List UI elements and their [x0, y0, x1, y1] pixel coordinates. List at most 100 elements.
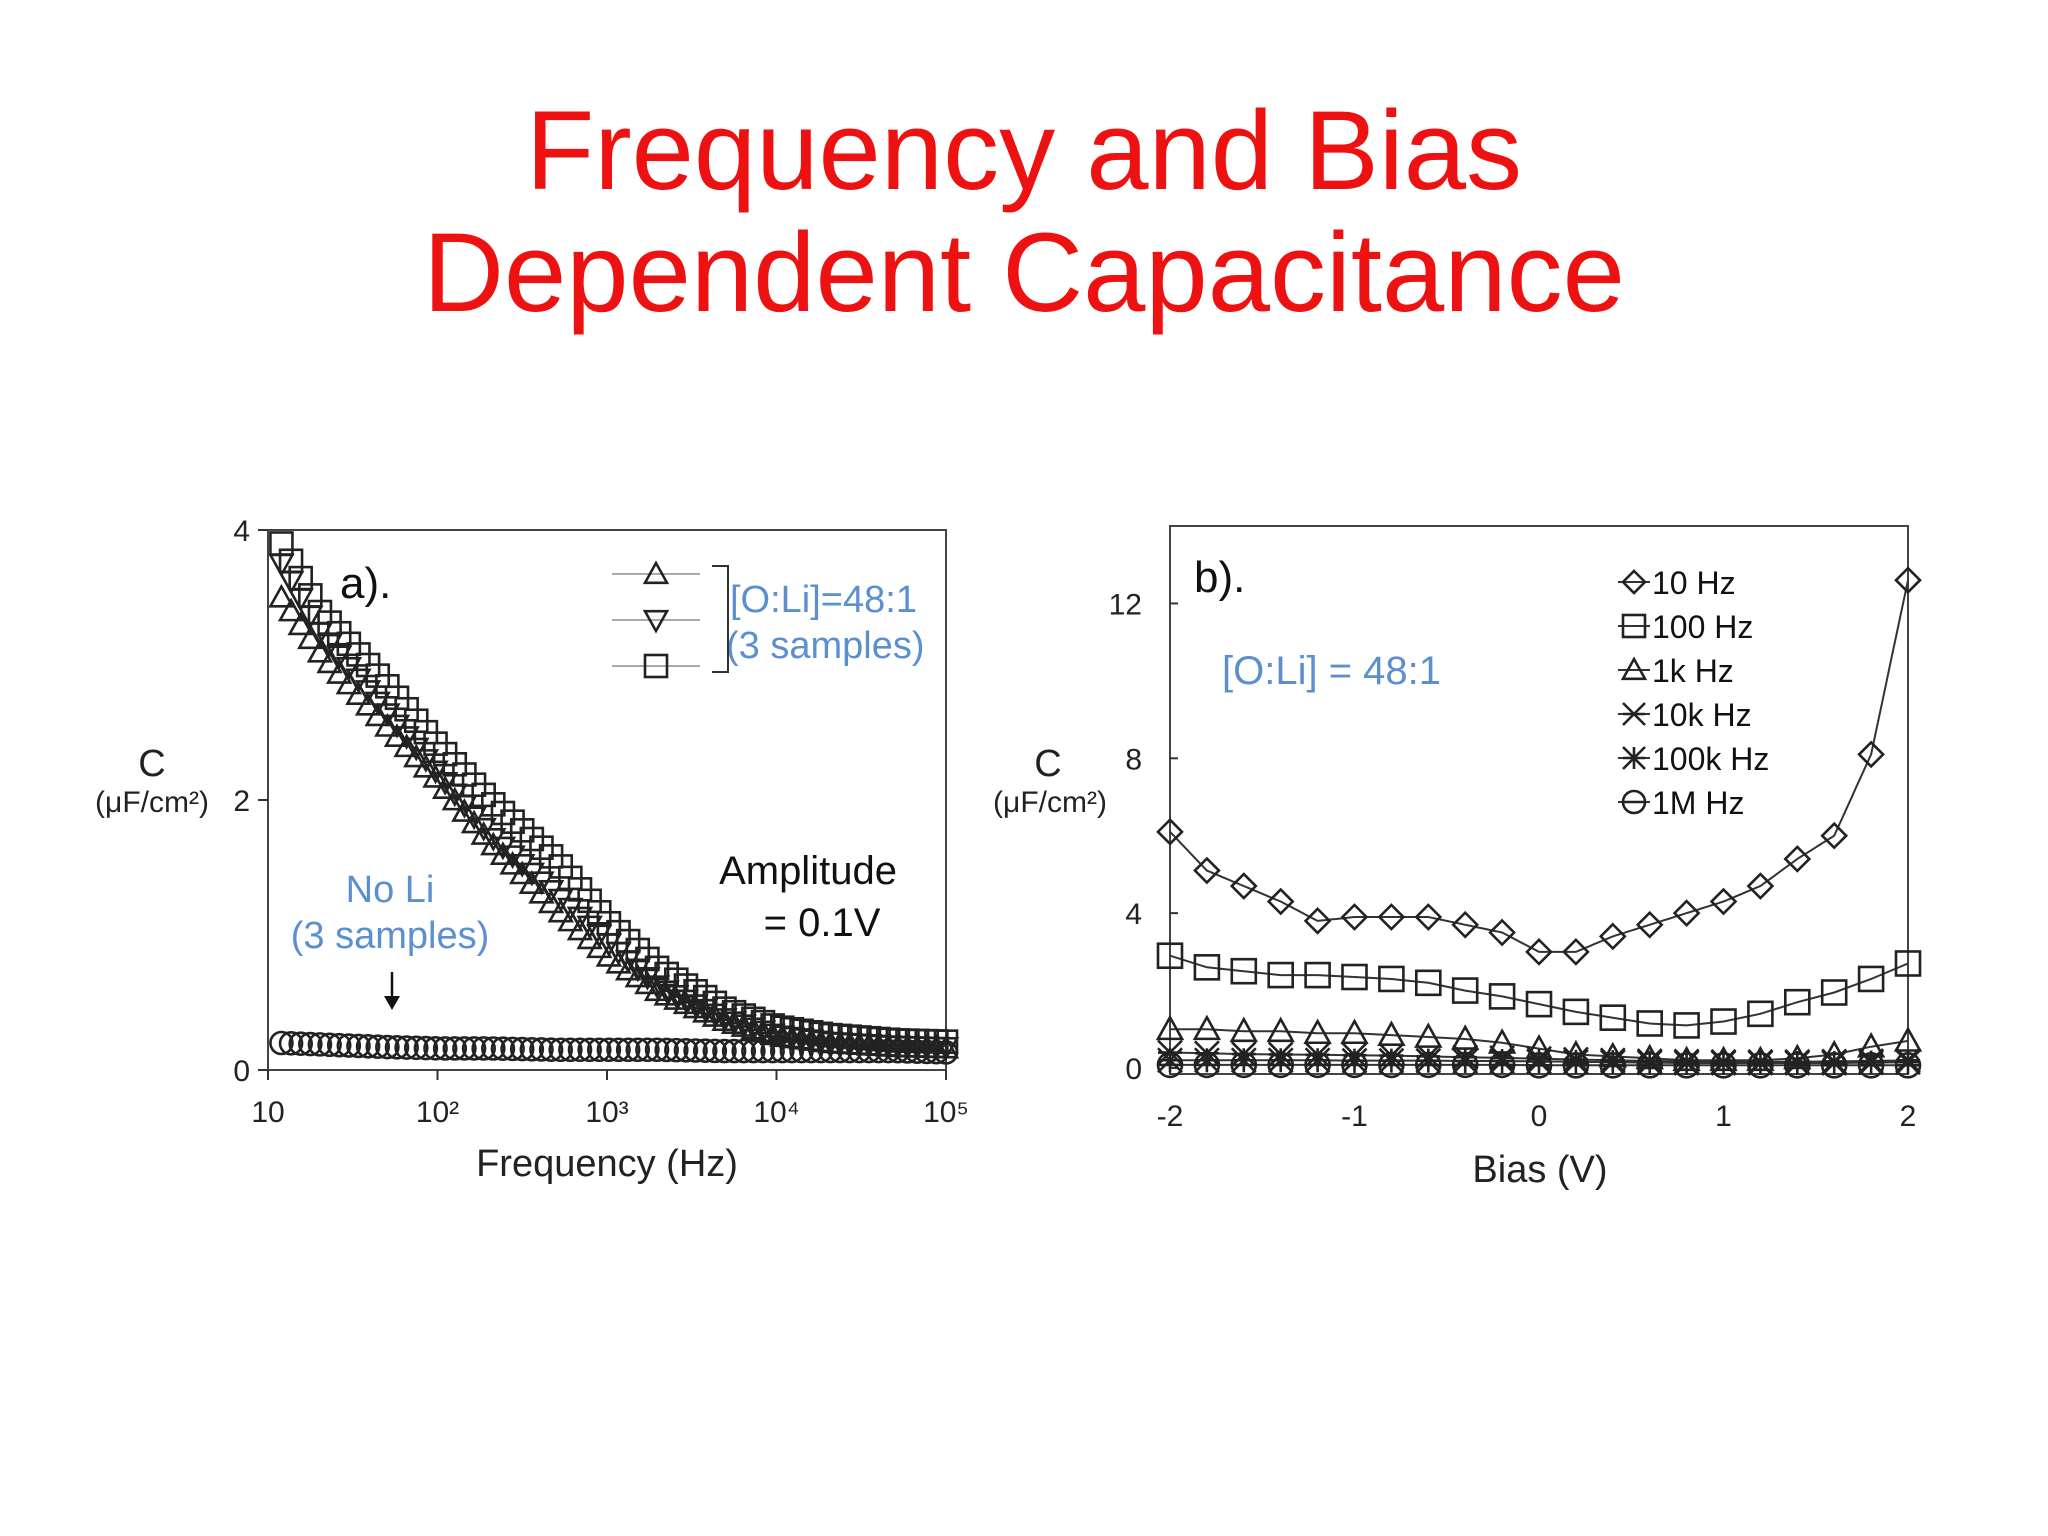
chart-a-point: [721, 1038, 747, 1064]
chart-a-point: [702, 1038, 728, 1064]
chart-a-point: [470, 821, 497, 845]
chart-a-point: [365, 1034, 391, 1060]
slide-title-line-1: Frequency and Bias: [525, 88, 1523, 213]
chart-a-point: [721, 999, 747, 1025]
chart-b-series-line: [1169, 579, 1909, 953]
chart-b-point: [1673, 1051, 1700, 1079]
chart-a-point: [654, 1037, 679, 1063]
chart-b-point: [1193, 856, 1221, 885]
chart-a-point: [298, 583, 323, 608]
chart-a-point: [500, 1036, 525, 1062]
chart-a-point: [760, 1038, 785, 1064]
chart-a-point: [316, 649, 343, 674]
chart-b-point: [1562, 1051, 1590, 1079]
chart-a-point: [644, 1037, 670, 1063]
chart-a-point: [847, 1038, 872, 1064]
chart-a-point: [731, 1003, 757, 1028]
chart-a-point: [422, 763, 449, 788]
chart-a-point: [278, 548, 304, 574]
chart-b-xtick-label: 2: [1900, 1100, 1917, 1133]
chart-a-point: [643, 975, 671, 1000]
chart-b-point: [1377, 903, 1406, 931]
chart-b-ylabel: C: [1034, 743, 1061, 785]
chart-a-point: [509, 860, 536, 885]
chart-a-point: [509, 818, 535, 843]
chart-a-legend-text-2: (3 samples): [726, 625, 925, 667]
chart-a-point: [808, 1038, 834, 1064]
chart-a-point: [354, 680, 382, 704]
chart-b-point: [1784, 988, 1811, 1016]
chart-b-legend-label: 1k Hz: [1652, 653, 1734, 689]
chart-a-point: [288, 1031, 313, 1056]
chart-a-point: [596, 1037, 622, 1063]
chart-a-point: [558, 1037, 583, 1063]
chart-a-point: [442, 1036, 468, 1061]
chart-b-point: [1636, 1051, 1663, 1079]
chart-b-legend-marker: [1621, 789, 1647, 815]
chart-b-point: [1710, 1008, 1737, 1035]
chart-b-point: [1377, 1020, 1406, 1046]
chart-b-point: [1415, 1051, 1442, 1079]
chart-a-point: [509, 1036, 535, 1062]
chart-b-point: [1488, 983, 1516, 1010]
chart-a-amplitude-line-2: = 0.1V: [764, 901, 881, 945]
chart-a-noli-line-1: No Li: [346, 869, 435, 911]
chart-a-point: [712, 1038, 737, 1064]
chart-a-point: [335, 656, 363, 681]
chart-a-point: [519, 826, 545, 852]
chart-a-point: [625, 1037, 651, 1063]
chart-a-ylabel-unit: (μF/cm²): [95, 786, 209, 819]
chart-a-point: [567, 1037, 593, 1063]
chart-b-point: [1562, 1048, 1589, 1075]
chart-a-point: [374, 713, 401, 737]
chart-a-point: [412, 753, 440, 778]
chart-a-point: [269, 1030, 294, 1056]
chart-b-xtick-label: -1: [1341, 1100, 1368, 1133]
chart-b-point: [1525, 938, 1553, 966]
chart-b-point: [1526, 1048, 1552, 1075]
chart-b-point: [1857, 1051, 1885, 1079]
chart-a-point: [759, 1023, 786, 1048]
chart-b-ytick-label: 0: [1125, 1053, 1142, 1086]
chart-a-point: [818, 1038, 843, 1064]
chart-b-point: [1562, 998, 1590, 1026]
chart-b-point: [1303, 907, 1332, 935]
chart-a-xtick-label: 10⁵: [923, 1096, 969, 1129]
chart-b-point: [1156, 818, 1184, 846]
chart-a-point: [798, 1020, 824, 1045]
chart-b-xtick-label: -2: [1157, 1100, 1184, 1133]
chart-b-point: [1673, 1012, 1700, 1039]
chart-a-point: [683, 1038, 708, 1063]
chart-b-point: [1452, 1048, 1479, 1074]
chart-a-point: [914, 1039, 940, 1065]
chart-b-point: [1267, 1051, 1294, 1079]
chart-a-point: [614, 956, 642, 981]
chart-a-point: [403, 1035, 429, 1061]
chart-a-point: [355, 1034, 381, 1059]
chart-a-point: [393, 726, 420, 750]
chart-b-panel-label: b).: [1194, 553, 1245, 602]
chart-a-point: [375, 1034, 400, 1060]
chart-b-point: [1414, 1022, 1443, 1048]
chart-b-legend-marker: [1622, 746, 1646, 770]
chart-a-point: [712, 996, 737, 1021]
chart-a-point: [673, 1038, 699, 1063]
chart-a-point: [346, 1033, 371, 1059]
chart-a-series-circle: [269, 1030, 959, 1065]
chart-b-legend-marker: [1621, 569, 1647, 595]
chart-b-point: [1341, 1051, 1368, 1079]
chart-b-point: [1525, 990, 1553, 1018]
chart-a-point: [904, 1039, 930, 1064]
chart-a-point: [431, 775, 459, 799]
chart-a-ytick-label: 0: [233, 1055, 250, 1088]
chart-a-point: [422, 760, 449, 785]
chart-a-amplitude-line-1: Amplitude: [719, 849, 897, 893]
chart-b-ylabel-unit: (μF/cm²): [993, 786, 1107, 819]
chart-b-legend-label: 100k Hz: [1652, 741, 1769, 777]
chart-b-point: [1415, 1047, 1442, 1074]
chart-a-xtick-label: 10: [251, 1096, 284, 1129]
chart-b-point: [1451, 1051, 1479, 1079]
chart-a-point: [336, 1033, 362, 1058]
chart-a-point: [298, 1031, 323, 1057]
